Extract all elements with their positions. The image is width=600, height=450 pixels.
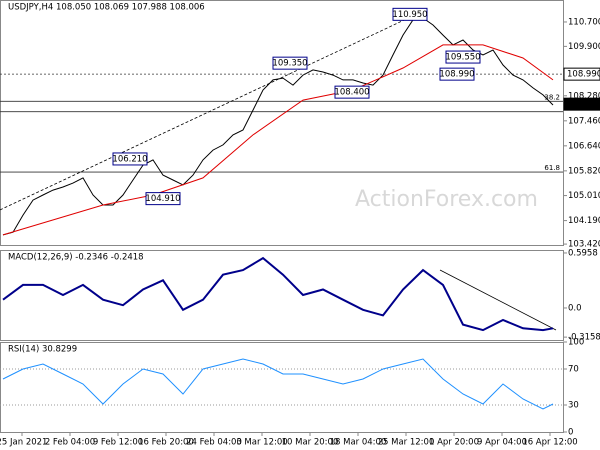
series-line — [2, 358, 554, 410]
price-box-label: 110.950 — [392, 10, 427, 20]
y-tick-label: 70 — [568, 365, 579, 375]
level-label: 38.2 — [544, 93, 560, 101]
x-tick-label: 25 Jan 2021 — [0, 438, 47, 448]
level-label: 61.8 — [544, 164, 560, 172]
y-tick-label: 104.190 — [568, 216, 600, 226]
y-tick-label: 0.0 — [568, 303, 582, 313]
series-line — [2, 256, 554, 332]
x-tick-label: 9 Feb 12:00 — [93, 438, 143, 448]
series-line — [2, 17, 554, 236]
y-tick-label: -0.3158 — [568, 333, 600, 343]
panel-frame — [0, 250, 564, 341]
y-tick-label: 105.010 — [568, 191, 600, 201]
panel-title: MACD(12,26,9) -0.2346 -0.2418 — [8, 253, 144, 263]
price-box — [392, 7, 428, 21]
axis-price-box — [563, 67, 600, 81]
x-tick-label: 25 Mar 12:00 — [378, 438, 435, 448]
price-box-label: 109.550 — [445, 53, 480, 63]
axis-price-label: 108.006 — [567, 100, 600, 110]
watermark: ActionForex.com — [355, 187, 538, 212]
price-box — [334, 85, 370, 99]
macd-trendline — [439, 269, 557, 331]
panel-frame — [0, 0, 564, 246]
y-tick-label: 106.640 — [568, 141, 600, 151]
axis-price-box — [563, 97, 600, 111]
x-tick-label: 2 Feb 04:00 — [45, 438, 95, 448]
x-tick-label: 18 Mar 04:00 — [330, 438, 387, 448]
axis-price-label: 108.990 — [567, 70, 600, 80]
x-tick-label: 9 Apr 04:00 — [477, 438, 527, 448]
x-tick-label: 1 Apr 20:00 — [429, 438, 479, 448]
x-tick-label: 24 Feb 04:00 — [186, 438, 242, 448]
price-box — [439, 67, 475, 81]
y-tick-label: 0 — [568, 428, 573, 438]
y-tick-label: 103.420 — [568, 240, 600, 250]
y-tick-label: 107.460 — [568, 116, 600, 126]
series-line — [2, 44, 554, 236]
y-tick-label: 100 — [568, 338, 584, 348]
price-box — [145, 192, 181, 206]
price-box — [445, 50, 481, 64]
y-tick-label: 30 — [568, 401, 579, 411]
price-box — [112, 152, 148, 166]
price-box — [272, 56, 308, 70]
panel-title: USDJPY,H4 108.050 108.069 107.988 108.00… — [8, 3, 205, 13]
price-box-label: 109.350 — [272, 59, 307, 69]
trendline — [0, 14, 416, 211]
price-box-label: 108.400 — [334, 88, 369, 98]
panel-title: RSI(14) 30.8299 — [8, 345, 77, 355]
price-box-label: 108.990 — [439, 70, 474, 80]
y-tick-label: 109.900 — [568, 42, 600, 52]
x-tick-label: 10 Mar 20:00 — [282, 438, 339, 448]
panel-frame — [0, 342, 564, 433]
x-tick-label: 16 Feb 20:00 — [138, 438, 194, 448]
y-tick-label: 110.700 — [568, 17, 600, 27]
price-box-label: 104.910 — [145, 194, 180, 204]
x-tick-label: 16 Apr 12:00 — [522, 438, 577, 448]
y-tick-label: 108.280 — [568, 91, 600, 101]
y-tick-label: 0.5958 — [568, 248, 598, 258]
x-tick-label: 3 Mar 12:00 — [236, 438, 287, 448]
y-tick-label: 105.820 — [568, 166, 600, 176]
price-box-label: 106.210 — [112, 154, 147, 164]
